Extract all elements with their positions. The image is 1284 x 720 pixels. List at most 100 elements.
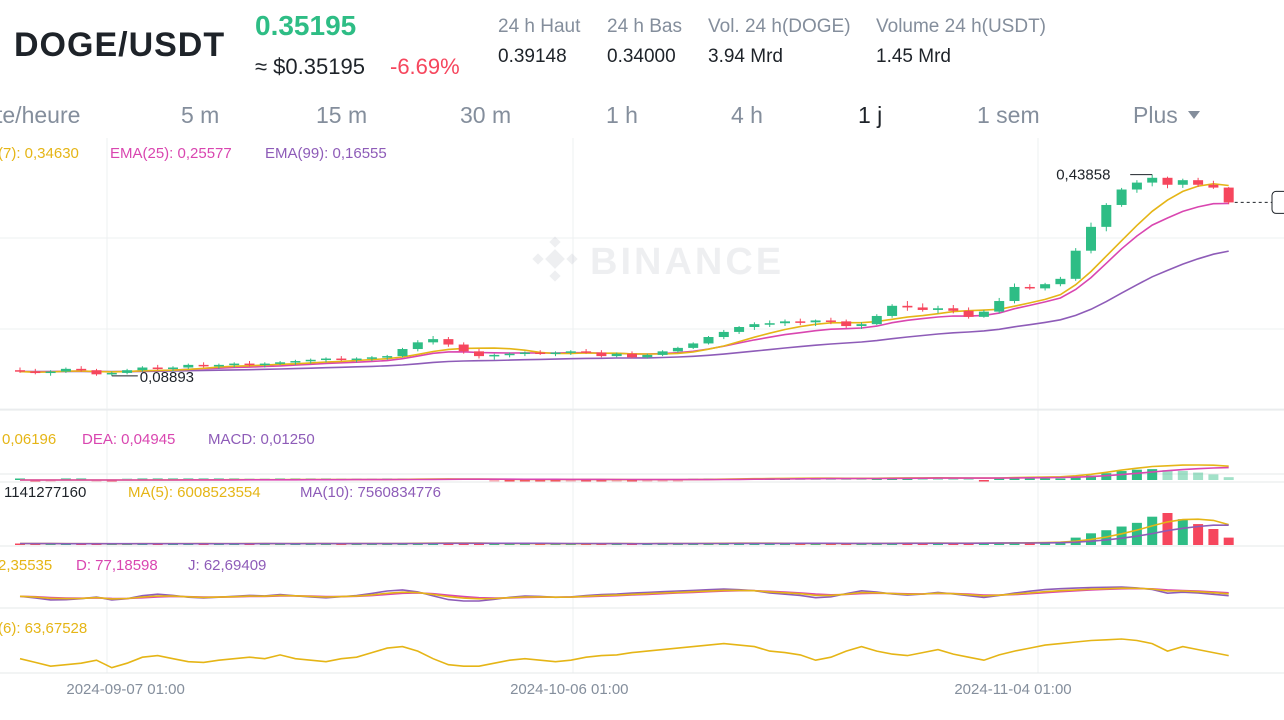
macd-bar (1162, 470, 1173, 480)
stat-label: Vol. 24 h(DOGE) (708, 16, 851, 37)
legend-ma7: (7): 0,34630 (0, 145, 79, 162)
candle-body (887, 305, 898, 316)
candle (581, 349, 592, 354)
candle (963, 307, 974, 319)
candle (428, 335, 439, 345)
macd-bar (917, 478, 928, 480)
volume-bar (978, 543, 989, 545)
candle (443, 337, 454, 347)
tab-interval-1h[interactable]: 1 h (606, 102, 638, 128)
pair-title[interactable]: DOGE/USDT (14, 26, 226, 64)
macd-bar (1116, 471, 1127, 480)
macd-bar (948, 478, 959, 480)
macd-bar (550, 480, 561, 482)
tab-interval-4h[interactable]: 4 h (731, 102, 763, 128)
candle (627, 351, 637, 359)
candle (382, 354, 393, 360)
macd-bar (1101, 473, 1112, 480)
stat-value: 0.34000 (607, 46, 676, 67)
candle (871, 314, 882, 326)
candle (780, 319, 790, 327)
candle-body (382, 356, 393, 358)
watermark: BINANCE (532, 236, 781, 283)
tab-interval-time[interactable]: te/heure (0, 102, 81, 128)
volume-bar (780, 543, 790, 545)
macd-bar (504, 480, 515, 482)
legend-macd-value: MACD: 0,01250 (208, 431, 315, 448)
macd-bar (1040, 478, 1051, 480)
candle (810, 319, 821, 327)
candle-body (780, 321, 790, 324)
legend-kdj-k: 2,35535 (0, 557, 52, 574)
volume-legend: 1141277160 MA(5): 6008523554 MA(10): 756… (4, 484, 441, 501)
candle (259, 362, 270, 368)
macd-bar (642, 480, 653, 482)
tab-interval-1d[interactable]: 1 j (858, 102, 883, 128)
candle-body (734, 327, 745, 332)
candle-body (443, 339, 454, 345)
x-axis: 2024-09-07 01:00 2024-10-06 01:00 2024-1… (66, 681, 1071, 698)
rsi-legend: (6): 63,67528 (0, 620, 87, 637)
tab-interval-1w[interactable]: 1 sem (977, 102, 1040, 128)
tab-interval-more[interactable]: Plus (1133, 102, 1200, 129)
candle-body (458, 344, 469, 352)
candle-body (290, 361, 301, 363)
candle (519, 351, 530, 357)
macd-bar (489, 480, 500, 482)
candle-body (1024, 286, 1035, 289)
kdj-k-line (19, 587, 1229, 600)
candle-body (718, 331, 729, 338)
candle-body (688, 343, 699, 348)
candle-body (764, 323, 775, 325)
candle-body (45, 371, 56, 374)
candle (1177, 178, 1188, 188)
candle-body (1223, 187, 1234, 203)
candle (917, 303, 928, 312)
candle (1055, 276, 1066, 287)
candle-body (259, 363, 270, 366)
stat-label: Volume 24 h(USDT) (876, 16, 1047, 37)
candle (504, 352, 515, 358)
candle (1009, 283, 1020, 304)
interval-tabs: te/heure 5 m 15 m 30 m 1 h 4 h 1 j 1 sem… (0, 98, 1284, 136)
candle-body (1147, 177, 1158, 183)
candle (15, 367, 25, 373)
candle-body (672, 347, 683, 352)
tab-interval-30m[interactable]: 30 m (460, 102, 512, 128)
legend-ema99: EMA(99): 0,16555 (265, 145, 387, 162)
candle (106, 371, 117, 376)
stat-vol-doge: Vol. 24 h(DOGE) 3.94 Mrd (708, 16, 851, 68)
candlestick-chart[interactable]: BINANCE (7): 0,34630 EMA(25): 0,25577 EM… (0, 138, 1284, 720)
stat-24h-high: 24 h Haut 0.39148 (498, 16, 580, 68)
candle-body (15, 370, 25, 372)
macd-dea-line (20, 466, 1229, 481)
candle (351, 357, 362, 363)
last-price-marker (1234, 190, 1284, 214)
chart-grid (0, 138, 1284, 674)
candle (30, 368, 41, 375)
candle (152, 364, 163, 371)
candle (565, 350, 576, 355)
candle-body (183, 364, 194, 368)
candle (1223, 186, 1234, 205)
legend-macd-dea: DEA: 0,04945 (82, 431, 175, 448)
legend-volume-ma10: MA(10): 7560834776 (300, 484, 441, 501)
candle-body (627, 353, 637, 358)
volume-bar (1131, 522, 1142, 545)
candle-body (152, 367, 163, 370)
macd-bar (535, 480, 546, 482)
main-legend: (7): 0,34630 EMA(25): 0,25577 EMA(99): 0… (0, 145, 387, 162)
macd-bar (1055, 478, 1066, 480)
candle (734, 326, 745, 334)
candle (1147, 174, 1158, 187)
tab-interval-15m[interactable]: 15 m (316, 102, 368, 128)
rsi-pane (19, 638, 1229, 669)
legend-volume-ma5: MA(5): 6008523554 (128, 484, 261, 501)
tab-interval-5m[interactable]: 5 m (181, 102, 220, 128)
macd-bar (581, 480, 592, 482)
volume-bar (1147, 516, 1158, 545)
stat-label: 24 h Bas (607, 16, 682, 37)
macd-bar (672, 480, 683, 482)
candle (91, 368, 102, 376)
candle-body (489, 354, 500, 357)
